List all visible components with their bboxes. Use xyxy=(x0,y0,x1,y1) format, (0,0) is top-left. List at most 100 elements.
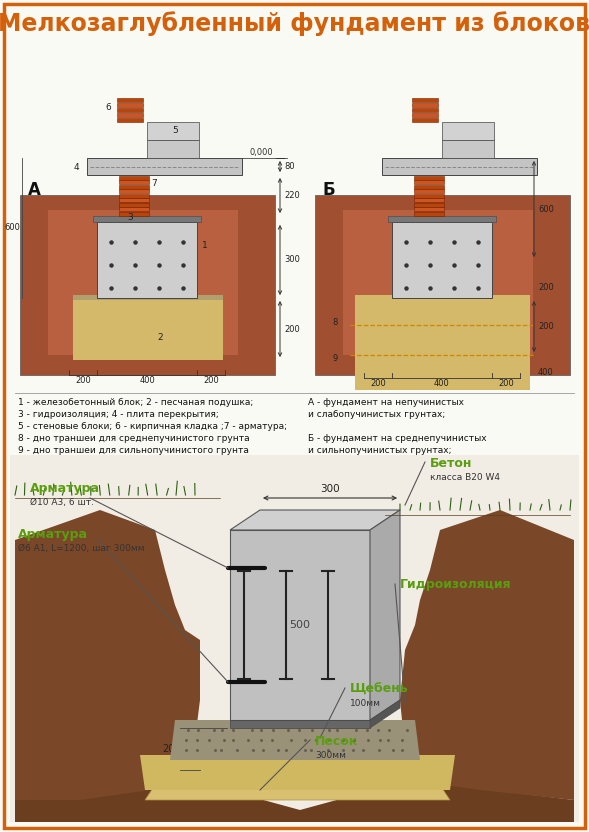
Bar xyxy=(97,222,197,298)
Polygon shape xyxy=(145,785,450,800)
Text: и сильнопучинистых грунтах;: и сильнопучинистых грунтах; xyxy=(308,446,452,455)
Bar xyxy=(20,195,275,375)
Bar xyxy=(414,198,444,202)
Text: 600: 600 xyxy=(538,205,554,214)
Text: 400: 400 xyxy=(139,376,155,385)
Bar xyxy=(117,97,143,102)
Text: 300: 300 xyxy=(284,255,300,265)
Text: 1 - железобетонный блок; 2 - песчаная подушка;: 1 - железобетонный блок; 2 - песчаная по… xyxy=(18,398,253,407)
Text: 200: 200 xyxy=(538,322,554,331)
Polygon shape xyxy=(370,700,400,728)
Bar xyxy=(147,140,199,158)
Bar xyxy=(119,203,149,207)
Text: Арматура: Арматура xyxy=(18,528,88,541)
Text: 300: 300 xyxy=(320,484,340,494)
Text: Бетон: Бетон xyxy=(430,457,472,470)
Bar xyxy=(355,295,530,390)
Text: 3 - гидроизоляция; 4 - плита перекрытия;: 3 - гидроизоляция; 4 - плита перекрытия; xyxy=(18,410,219,419)
Text: 600: 600 xyxy=(4,224,20,232)
Bar xyxy=(392,222,492,298)
Text: Б - фундамент на среднепучинистых: Б - фундамент на среднепучинистых xyxy=(308,434,487,443)
Bar xyxy=(442,122,494,140)
Text: Щебень: Щебень xyxy=(350,683,409,696)
Text: 7: 7 xyxy=(151,179,157,188)
Text: 3: 3 xyxy=(127,213,133,222)
Bar xyxy=(414,176,444,180)
Text: 2: 2 xyxy=(157,333,163,342)
Bar xyxy=(230,720,370,728)
Text: 4: 4 xyxy=(74,163,79,172)
Text: Ø6 А1, L=1200, шаг 300мм: Ø6 А1, L=1200, шаг 300мм xyxy=(18,544,145,553)
Bar xyxy=(117,102,143,107)
Bar xyxy=(412,102,438,107)
Bar xyxy=(87,158,242,175)
Bar xyxy=(119,198,149,202)
Bar xyxy=(117,112,143,117)
Text: Б: Б xyxy=(323,181,336,199)
Bar xyxy=(48,210,238,355)
Bar xyxy=(412,97,438,102)
Text: 9: 9 xyxy=(333,354,338,363)
Bar xyxy=(414,189,444,193)
Polygon shape xyxy=(15,780,574,822)
Text: 200: 200 xyxy=(284,324,300,334)
Text: 8 - дно траншеи для среднепучинистого грунта: 8 - дно траншеи для среднепучинистого гр… xyxy=(18,434,250,443)
Text: Песок: Песок xyxy=(315,735,358,748)
Bar xyxy=(388,216,496,222)
Text: 400: 400 xyxy=(538,368,554,377)
Bar xyxy=(147,122,199,140)
Text: 400: 400 xyxy=(434,379,450,388)
Bar xyxy=(412,107,438,112)
Text: 100мм: 100мм xyxy=(350,699,381,708)
Text: 80: 80 xyxy=(284,162,294,171)
Bar xyxy=(412,112,438,117)
Bar xyxy=(119,194,149,198)
Bar xyxy=(93,216,201,222)
Bar xyxy=(73,295,223,300)
Bar xyxy=(414,212,444,216)
Bar xyxy=(73,295,223,360)
Bar xyxy=(119,176,149,180)
Bar xyxy=(119,185,149,189)
Text: Гидроизоляция: Гидроизоляция xyxy=(400,578,511,591)
Bar xyxy=(382,158,537,175)
Polygon shape xyxy=(140,755,455,790)
Text: 1: 1 xyxy=(202,241,208,250)
Text: 200: 200 xyxy=(203,376,219,385)
Bar xyxy=(343,210,533,355)
Text: 8: 8 xyxy=(333,318,338,327)
Text: А: А xyxy=(28,181,41,199)
Bar xyxy=(119,212,149,216)
Text: 200: 200 xyxy=(75,376,91,385)
Polygon shape xyxy=(230,530,370,720)
Text: 220: 220 xyxy=(284,191,300,200)
Polygon shape xyxy=(170,720,420,760)
Bar xyxy=(119,189,149,193)
Bar xyxy=(119,207,149,211)
Bar xyxy=(117,117,143,122)
Text: 0,000: 0,000 xyxy=(250,148,274,157)
Text: 200: 200 xyxy=(498,379,514,388)
Bar xyxy=(10,455,579,822)
Text: А - фундамент на непучинистых: А - фундамент на непучинистых xyxy=(308,398,464,407)
Bar xyxy=(117,107,143,112)
Text: 200: 200 xyxy=(163,744,181,754)
Polygon shape xyxy=(15,510,200,822)
Text: класса В20 W4: класса В20 W4 xyxy=(430,473,500,482)
Bar xyxy=(315,195,570,375)
Bar xyxy=(414,194,444,198)
Bar xyxy=(414,180,444,184)
Text: 300мм: 300мм xyxy=(315,751,346,760)
Bar xyxy=(414,207,444,211)
Bar xyxy=(414,203,444,207)
Text: 6: 6 xyxy=(105,103,111,112)
Text: Мелкозаглубленный фундамент из блоков: Мелкозаглубленный фундамент из блоков xyxy=(0,12,589,37)
Text: 9 - дно траншеи для сильнопучинистого грунта: 9 - дно траншеи для сильнопучинистого гр… xyxy=(18,446,249,455)
Bar xyxy=(119,180,149,184)
Text: Арматура: Арматура xyxy=(30,482,100,495)
Text: 500: 500 xyxy=(290,620,310,630)
Bar xyxy=(442,140,494,158)
Text: и слабопучинистых грунтах;: и слабопучинистых грунтах; xyxy=(308,410,445,419)
Text: 200: 200 xyxy=(370,379,386,388)
Text: 5 - стеновые блоки; 6 - кирпичная кладка ;7 - арматура;: 5 - стеновые блоки; 6 - кирпичная кладка… xyxy=(18,422,287,431)
